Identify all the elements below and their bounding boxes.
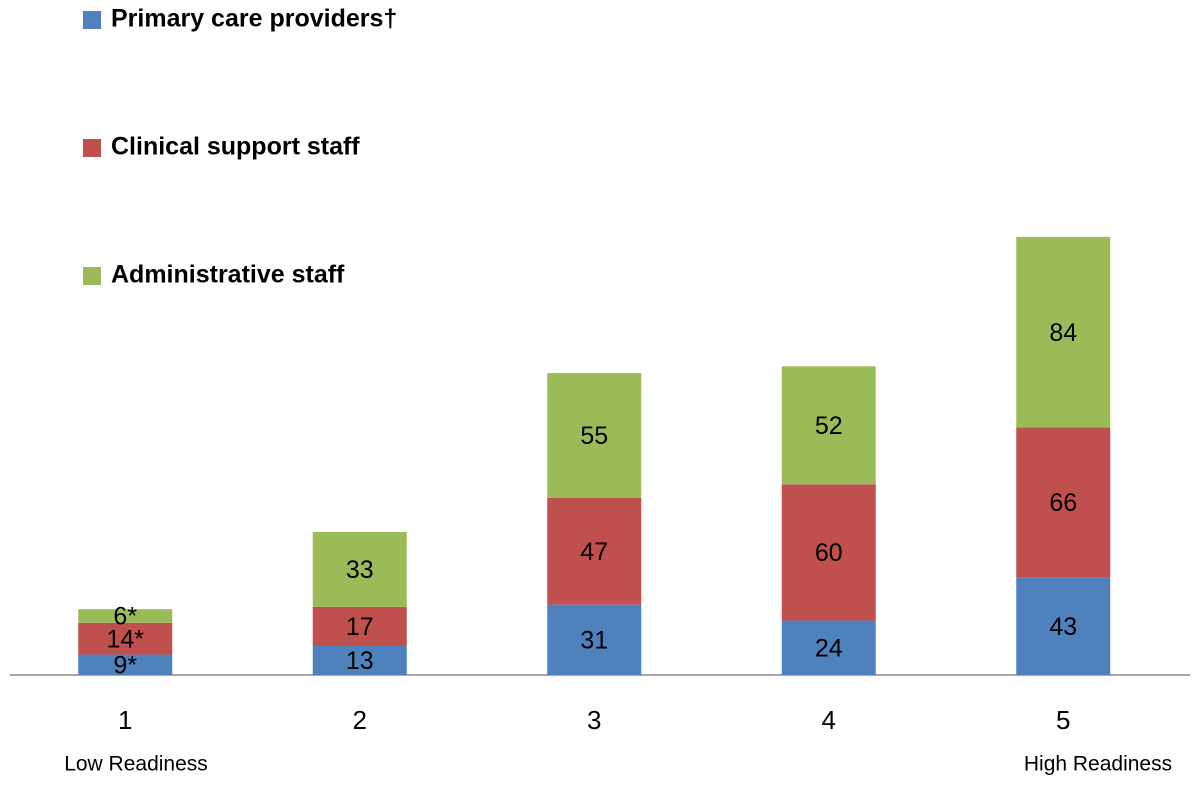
x-tick-label: 2	[353, 705, 367, 735]
bar-segment	[312, 606, 407, 646]
legend-swatch	[83, 139, 101, 157]
legend-swatch	[83, 11, 101, 29]
data-label: 52	[815, 412, 843, 440]
data-label: 66	[1049, 489, 1077, 517]
data-label: 14*	[106, 625, 144, 653]
legend-label: Administrative staff	[111, 261, 345, 289]
bar-segment	[1016, 427, 1111, 578]
bar-segment	[78, 622, 173, 655]
data-label: 33	[346, 556, 374, 584]
bar-segment	[547, 604, 642, 675]
bar-segment	[781, 366, 876, 485]
bar-segment	[547, 497, 642, 605]
legend-swatch	[83, 267, 101, 285]
x-tick-label: 4	[822, 705, 836, 735]
data-label: 47	[580, 538, 608, 566]
x-tick-label: 1	[118, 705, 132, 735]
bar-segment	[781, 620, 876, 675]
bar-segment	[78, 609, 173, 623]
bar-segment	[781, 484, 876, 621]
x-tick-label: 5	[1056, 705, 1070, 735]
low-end-label: Low Readiness	[64, 753, 208, 776]
data-label: 60	[815, 539, 843, 567]
data-label: 17	[346, 613, 374, 641]
bar-segment	[78, 654, 173, 675]
data-label: 24	[815, 634, 843, 662]
x-tick-label: 3	[587, 705, 601, 735]
data-label: 84	[1049, 319, 1077, 347]
data-label: 6*	[113, 603, 137, 631]
legend-label: Clinical support staff	[111, 133, 360, 161]
bar-segment	[1016, 236, 1111, 428]
data-label: 43	[1049, 613, 1077, 641]
data-label: 9*	[113, 651, 137, 679]
high-end-label: High Readiness	[1024, 753, 1172, 776]
bar-segment	[312, 645, 407, 675]
data-label: 55	[580, 422, 608, 450]
data-label: 31	[580, 626, 608, 654]
data-label: 13	[346, 647, 374, 675]
bar-segment	[547, 373, 642, 498]
legend-label: Primary care providers†	[111, 5, 397, 33]
bar-segment	[312, 531, 407, 607]
bar-segment	[1016, 577, 1111, 675]
